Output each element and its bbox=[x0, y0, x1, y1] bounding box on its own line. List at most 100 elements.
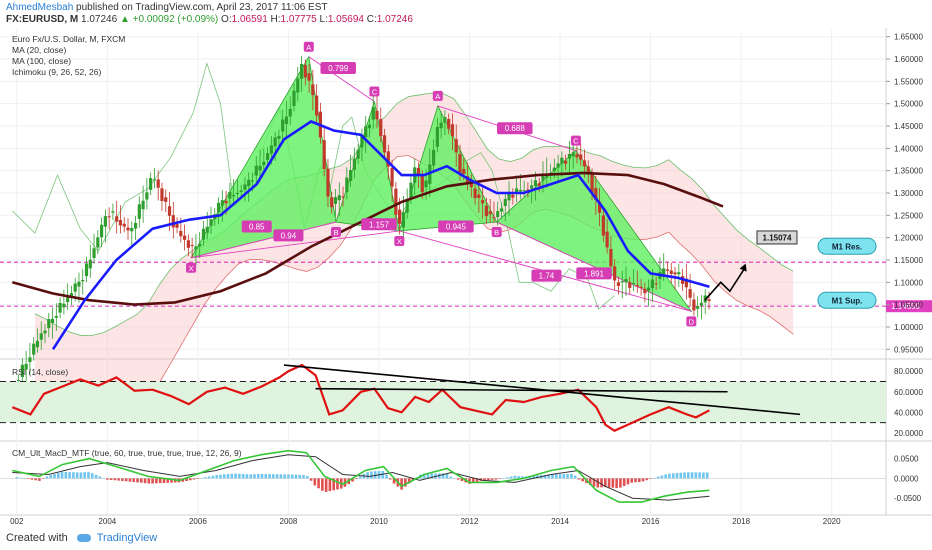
candle-body bbox=[647, 287, 651, 291]
x-tick-label: 2016 bbox=[642, 517, 660, 526]
macd-histogram-bar bbox=[355, 478, 358, 479]
ratio-label: 0.85 bbox=[249, 222, 265, 231]
candle-body bbox=[111, 211, 115, 213]
macd-histogram-bar bbox=[573, 475, 577, 479]
macd-histogram-bar bbox=[234, 473, 237, 479]
macd-histogram-bar bbox=[60, 471, 64, 479]
projection-arrow-head bbox=[739, 263, 747, 272]
axes: 1.65000 1.60000 1.55000 1.50000 1.45000 1.400… bbox=[10, 33, 923, 526]
macd-histogram-bar bbox=[581, 478, 584, 482]
macd-histogram-bar bbox=[305, 476, 309, 479]
ratio-label: 0.94 bbox=[281, 231, 297, 240]
macd-histogram-bar bbox=[64, 472, 68, 479]
y-tick-label: 1.65000 bbox=[894, 33, 923, 42]
legend-entry: MA (100, close) bbox=[12, 56, 71, 66]
point-label-box bbox=[186, 262, 197, 273]
macd-histogram-bar bbox=[222, 474, 226, 479]
macd-histogram-bar bbox=[275, 474, 279, 479]
candle-body bbox=[141, 200, 145, 210]
candle-body bbox=[375, 110, 379, 120]
candle-body bbox=[307, 73, 311, 81]
candle-body bbox=[552, 167, 556, 172]
candle-body bbox=[341, 196, 345, 198]
candle-body bbox=[250, 180, 255, 182]
macd-histogram-bar bbox=[509, 476, 513, 479]
high-value: 1.07775 bbox=[280, 14, 317, 25]
macd-histogram-bar bbox=[121, 478, 124, 481]
point-label: C bbox=[372, 87, 378, 96]
candle-body bbox=[198, 243, 202, 247]
candle-body bbox=[613, 266, 617, 281]
candle-body bbox=[352, 158, 356, 170]
author-link[interactable]: AhmedMesbah bbox=[6, 2, 74, 13]
candle-body bbox=[530, 185, 534, 189]
macd-histogram-bar bbox=[49, 475, 53, 479]
candle-body bbox=[458, 153, 462, 173]
macd-histogram-bar bbox=[570, 473, 573, 479]
macd-histogram-bar bbox=[577, 478, 581, 480]
macd-histogram-bar bbox=[317, 478, 320, 489]
high-label: H: bbox=[270, 14, 281, 25]
macd-histogram-bar bbox=[671, 473, 675, 479]
ichimoku-span-b bbox=[34, 155, 794, 405]
macd-histogram-bar bbox=[513, 475, 517, 479]
candle-body bbox=[409, 182, 413, 198]
candle-body bbox=[624, 278, 628, 283]
macd-histogram-bar bbox=[400, 478, 403, 490]
macd-histogram-bar bbox=[83, 472, 86, 479]
macd-histogram-bar bbox=[109, 478, 113, 480]
candle-body bbox=[620, 281, 624, 283]
candle-body bbox=[62, 303, 66, 308]
candle-body bbox=[564, 160, 568, 164]
macd-histogram-bar bbox=[566, 473, 569, 479]
macd-tick-label: 0.0500 bbox=[894, 455, 919, 464]
macd-histogram-bar bbox=[30, 478, 34, 480]
y-tick-label: 1.05000 bbox=[894, 301, 923, 310]
macd-histogram-bar bbox=[679, 472, 683, 479]
macd-histogram-bar bbox=[483, 478, 486, 481]
candle-body bbox=[216, 202, 221, 213]
candle-body bbox=[28, 357, 32, 363]
point-label: X bbox=[397, 237, 402, 246]
point-label-box bbox=[369, 86, 380, 97]
ratio-label-box bbox=[273, 229, 304, 242]
candle-body bbox=[514, 188, 519, 193]
macd-histogram-bar bbox=[321, 478, 324, 491]
candle-body bbox=[133, 222, 138, 229]
macd-histogram-bar bbox=[604, 478, 607, 488]
support-resistance-levels: M1 Res. M1 Sup. 1.14650 bbox=[0, 237, 932, 313]
target-label-box bbox=[756, 230, 798, 245]
y-tick-label: 1.25000 bbox=[894, 211, 923, 220]
publish-info: AhmedMesbah published on TradingView.com… bbox=[6, 2, 328, 13]
candle-body bbox=[160, 188, 164, 201]
candle-body bbox=[488, 211, 492, 215]
tradingview-link[interactable]: TradingView bbox=[96, 532, 158, 544]
candle-body bbox=[379, 119, 383, 137]
x-tick-label: 2010 bbox=[370, 517, 388, 526]
candles bbox=[17, 55, 711, 393]
candle-body bbox=[333, 197, 338, 204]
candle-body bbox=[673, 272, 677, 275]
price-axis-label-box bbox=[886, 300, 932, 313]
candle-body bbox=[360, 134, 364, 148]
y-tick-label: 1.20000 bbox=[894, 234, 923, 243]
ratio-label: 0.799 bbox=[328, 64, 349, 73]
point-label: B bbox=[494, 228, 499, 237]
macd-histogram-bar bbox=[607, 478, 611, 488]
macd-histogram-bar bbox=[615, 478, 618, 489]
level-label: M1 Sup. bbox=[832, 297, 863, 306]
ichimoku-cloud-area bbox=[34, 93, 794, 405]
candle-body bbox=[492, 216, 496, 218]
macd-histogram-bar bbox=[264, 474, 268, 479]
pattern-annotations: X A B C X A B C D 0.799 0.85 0.94 1.157 0.945 0.688 1.7… bbox=[186, 41, 798, 327]
open-label: O: bbox=[221, 14, 232, 25]
macd-histogram-bar bbox=[106, 478, 109, 480]
candle-body bbox=[118, 220, 123, 226]
macd-histogram-bar bbox=[370, 471, 373, 479]
macd-histogram-bar bbox=[211, 475, 215, 479]
macd-histogram-bar bbox=[517, 476, 520, 479]
publish-text: published on TradingView.com, April 23, … bbox=[76, 2, 328, 13]
macd-histogram-bar bbox=[98, 476, 102, 479]
candle-body bbox=[590, 174, 594, 193]
